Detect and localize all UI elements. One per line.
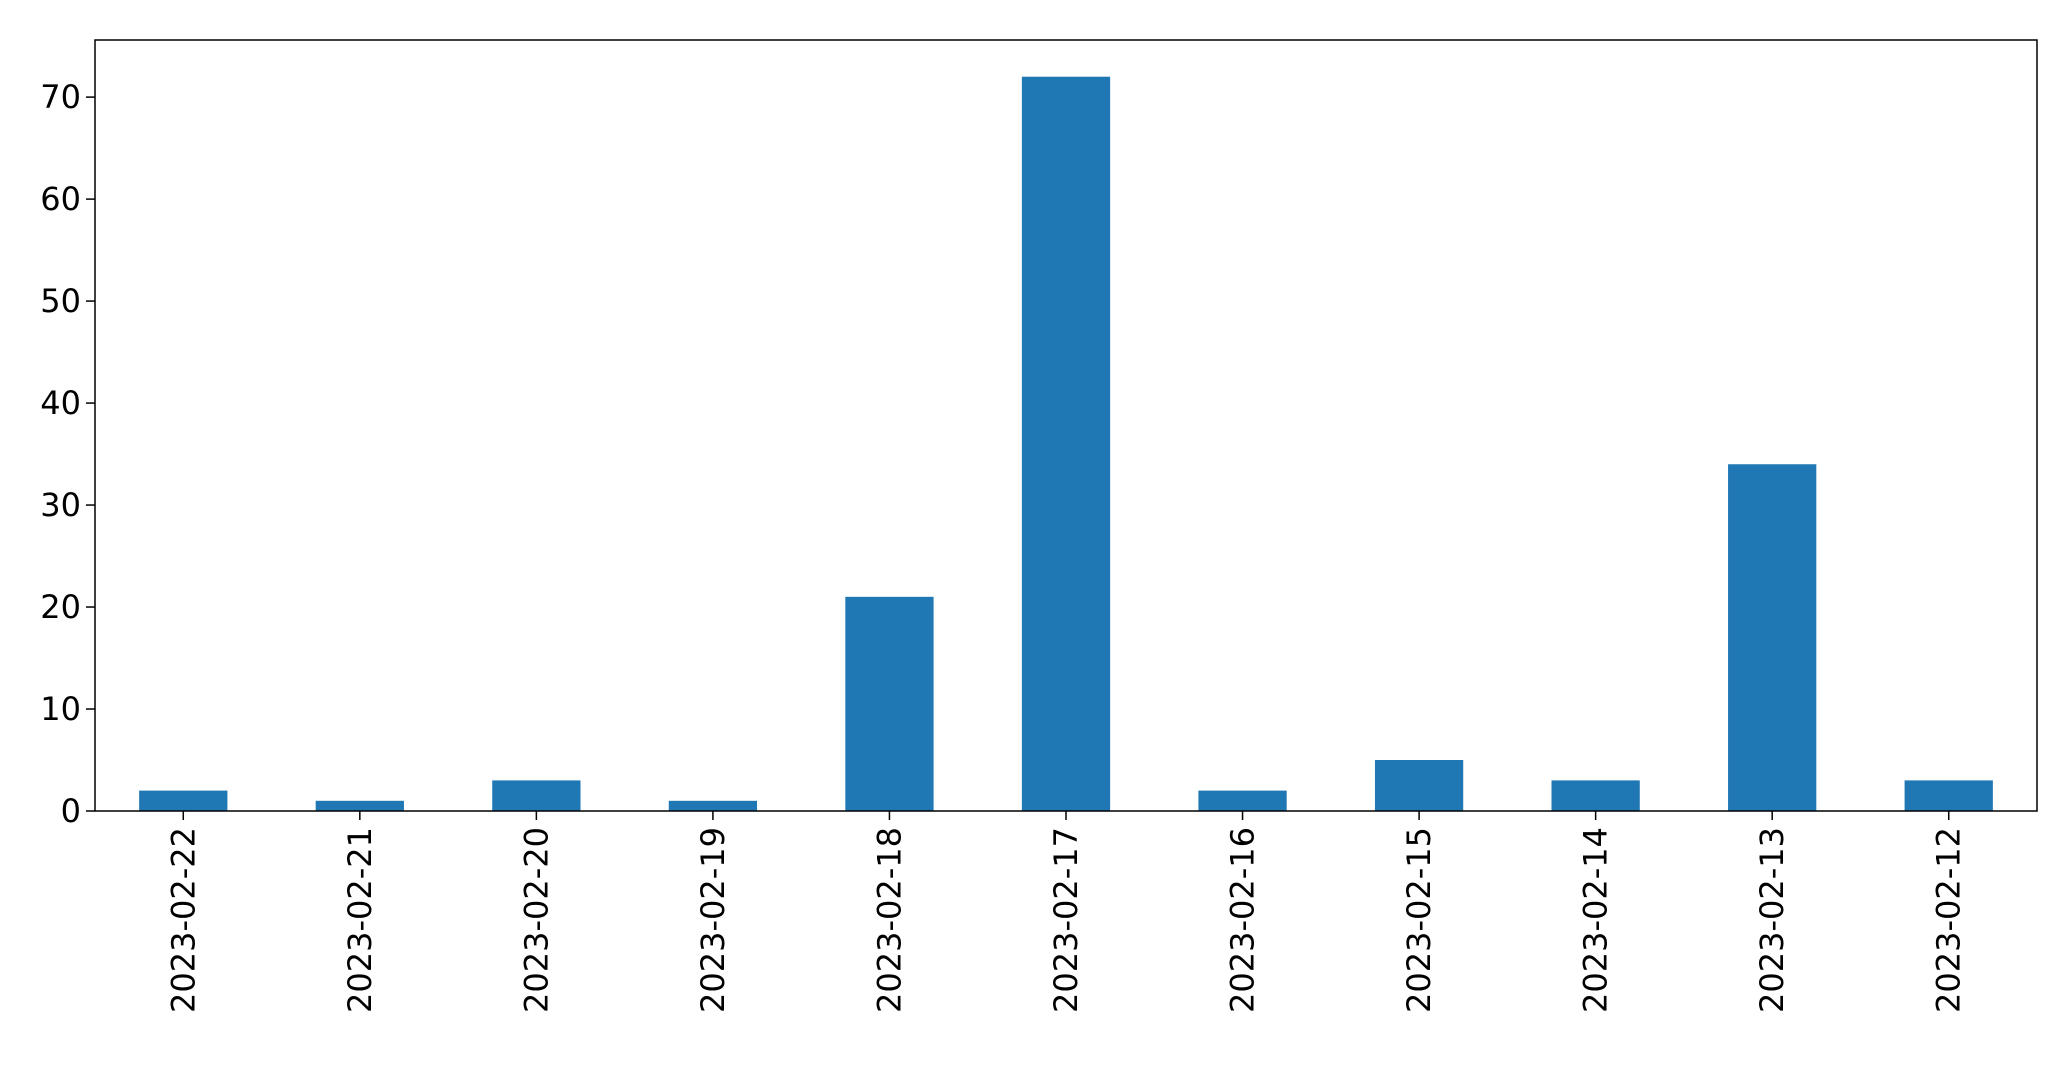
y-tick-label: 70 bbox=[40, 78, 81, 116]
y-tick-label: 10 bbox=[40, 690, 81, 728]
bars-layer bbox=[139, 76, 1993, 811]
bar-2023-02-16 bbox=[1198, 790, 1287, 811]
y-tick-label: 60 bbox=[40, 180, 81, 218]
x-tick-label-2023-02-19: 2023-02-19 bbox=[694, 827, 732, 1013]
bar-2023-02-13 bbox=[1728, 464, 1817, 811]
bar-2023-02-22 bbox=[139, 790, 228, 811]
bar-2023-02-21 bbox=[315, 800, 404, 811]
bar-2023-02-18 bbox=[845, 596, 934, 811]
y-tick-label: 0 bbox=[61, 792, 81, 830]
x-tick-label-2023-02-17: 2023-02-17 bbox=[1047, 827, 1085, 1013]
y-tick-label: 20 bbox=[40, 588, 81, 626]
bar-2023-02-20 bbox=[492, 780, 581, 811]
x-tick-label-2023-02-15: 2023-02-15 bbox=[1400, 827, 1438, 1013]
x-tick-label-2023-02-21: 2023-02-21 bbox=[341, 827, 379, 1013]
x-tick-label-2023-02-12: 2023-02-12 bbox=[1930, 827, 1968, 1013]
x-tick-label-2023-02-20: 2023-02-20 bbox=[517, 827, 555, 1013]
x-axis: 2023-02-22 2023-02-21 2023-02-20 2023-02-19… bbox=[164, 811, 1968, 1013]
bar-2023-02-12 bbox=[1904, 780, 1993, 811]
x-tick-label-2023-02-22: 2023-02-22 bbox=[164, 827, 202, 1013]
y-axis: 0 10 20 30 40 50 60 70 bbox=[40, 78, 95, 830]
x-tick-label-2023-02-14: 2023-02-14 bbox=[1577, 827, 1615, 1013]
y-tick-label: 30 bbox=[40, 486, 81, 524]
x-tick-label-2023-02-16: 2023-02-16 bbox=[1224, 827, 1262, 1013]
bar-2023-02-14 bbox=[1551, 780, 1640, 811]
y-tick-label: 40 bbox=[40, 384, 81, 422]
bar-2023-02-15 bbox=[1374, 760, 1464, 811]
bar-2023-02-17 bbox=[1021, 76, 1111, 811]
x-tick-label-2023-02-13: 2023-02-13 bbox=[1753, 827, 1791, 1013]
y-tick-label: 50 bbox=[40, 282, 81, 320]
bar-2023-02-19 bbox=[668, 800, 758, 811]
x-tick-label-2023-02-18: 2023-02-18 bbox=[870, 827, 908, 1013]
plot-frame bbox=[94, 39, 2038, 812]
